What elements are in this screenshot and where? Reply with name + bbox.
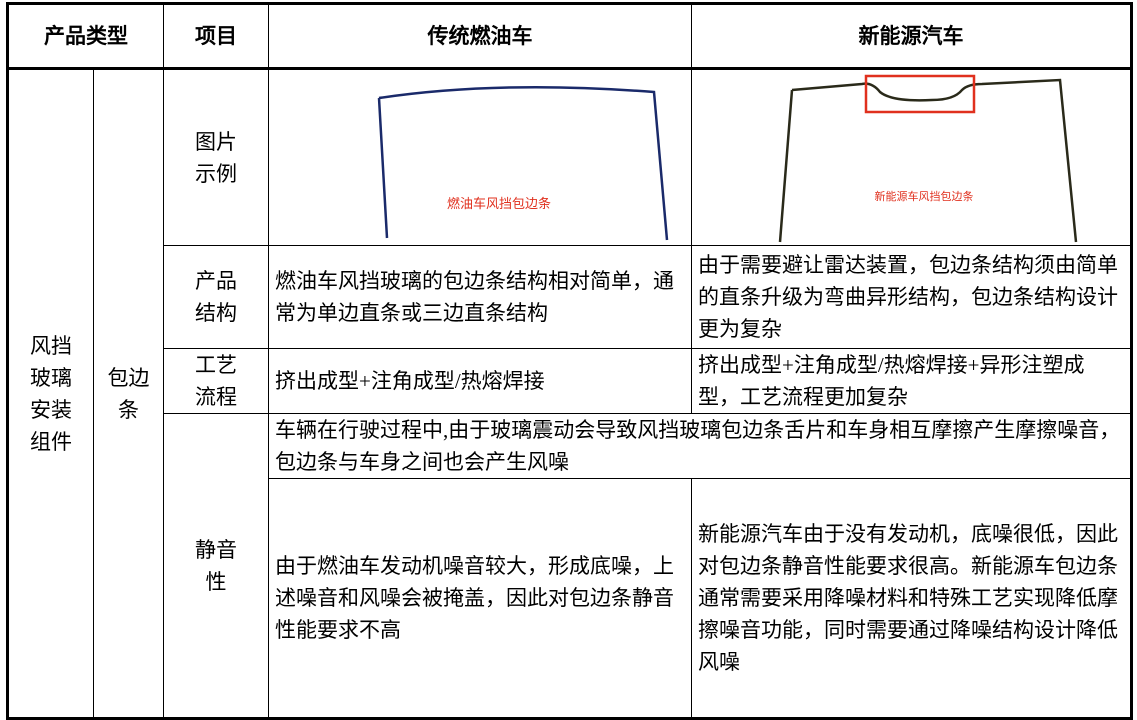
text-cell: 挤出成型+注角成型/热熔焊接: [268, 348, 692, 414]
text-cell: 新能源汽车由于没有发动机，底噪很低，因此对包边条静音性能要求很高。新能源车包边条…: [691, 478, 1132, 719]
item-cell: 图片示例: [163, 68, 269, 246]
image-caption: 燃油车风挡包边条: [447, 196, 551, 211]
category: 风挡玻璃安装组件: [30, 333, 72, 454]
category-cell: 风挡玻璃安装组件: [7, 68, 94, 719]
item: 产品结构: [195, 269, 237, 325]
text-cell: 由于需要避让雷达装置，包边条结构须由简单的直条升级为弯曲异形结构，包边条结构设计…: [691, 245, 1132, 349]
header-cell: 项目: [163, 3, 269, 70]
image-cell: 新能源车风挡包边条: [691, 68, 1132, 246]
item: 图片示例: [195, 129, 237, 186]
fuel-windshield-image: 燃油车风挡包边条: [377, 85, 669, 241]
header-cell: 传统燃油车: [268, 3, 692, 70]
item-cell: 产品结构: [163, 245, 269, 349]
item-cell: 工艺流程: [163, 348, 269, 414]
text-cell: 挤出成型+注角成型/热熔焊接+异形注塑成型，工艺流程更加复杂: [691, 348, 1132, 414]
image-caption: 新能源车风挡包边条: [875, 189, 974, 203]
text-cell: 由于燃油车发动机噪音较大，形成底噪，上述噪音和风噪会被掩盖，因此对包边条静音性能…: [268, 478, 692, 719]
nev-windshield-image: 新能源车风挡包边条: [778, 74, 1078, 243]
comparison-table: 产品类型 项目 传统燃油车 新能源汽车 风挡玻璃安装组件 包边条 图片示例 燃油…: [6, 2, 1133, 720]
header-cell: 产品类型: [7, 3, 164, 70]
item-cell: 静音性: [163, 413, 269, 719]
text-cell: 燃油车风挡玻璃的包边条结构相对简单，通常为单边直条或三边直条结构: [268, 245, 692, 349]
item: 工艺流程: [195, 353, 237, 409]
image-cell: 燃油车风挡包边条: [268, 68, 692, 246]
header-cell: 新能源汽车: [691, 3, 1132, 70]
item: 静音性: [195, 537, 237, 594]
part-cell: 包边条: [93, 68, 164, 719]
part: 包边条: [107, 365, 150, 422]
text-cell: 车辆在行驶过程中,由于玻璃震动会导致风挡玻璃包边条舌片和车身相互摩擦产生摩擦噪音…: [268, 413, 1132, 479]
